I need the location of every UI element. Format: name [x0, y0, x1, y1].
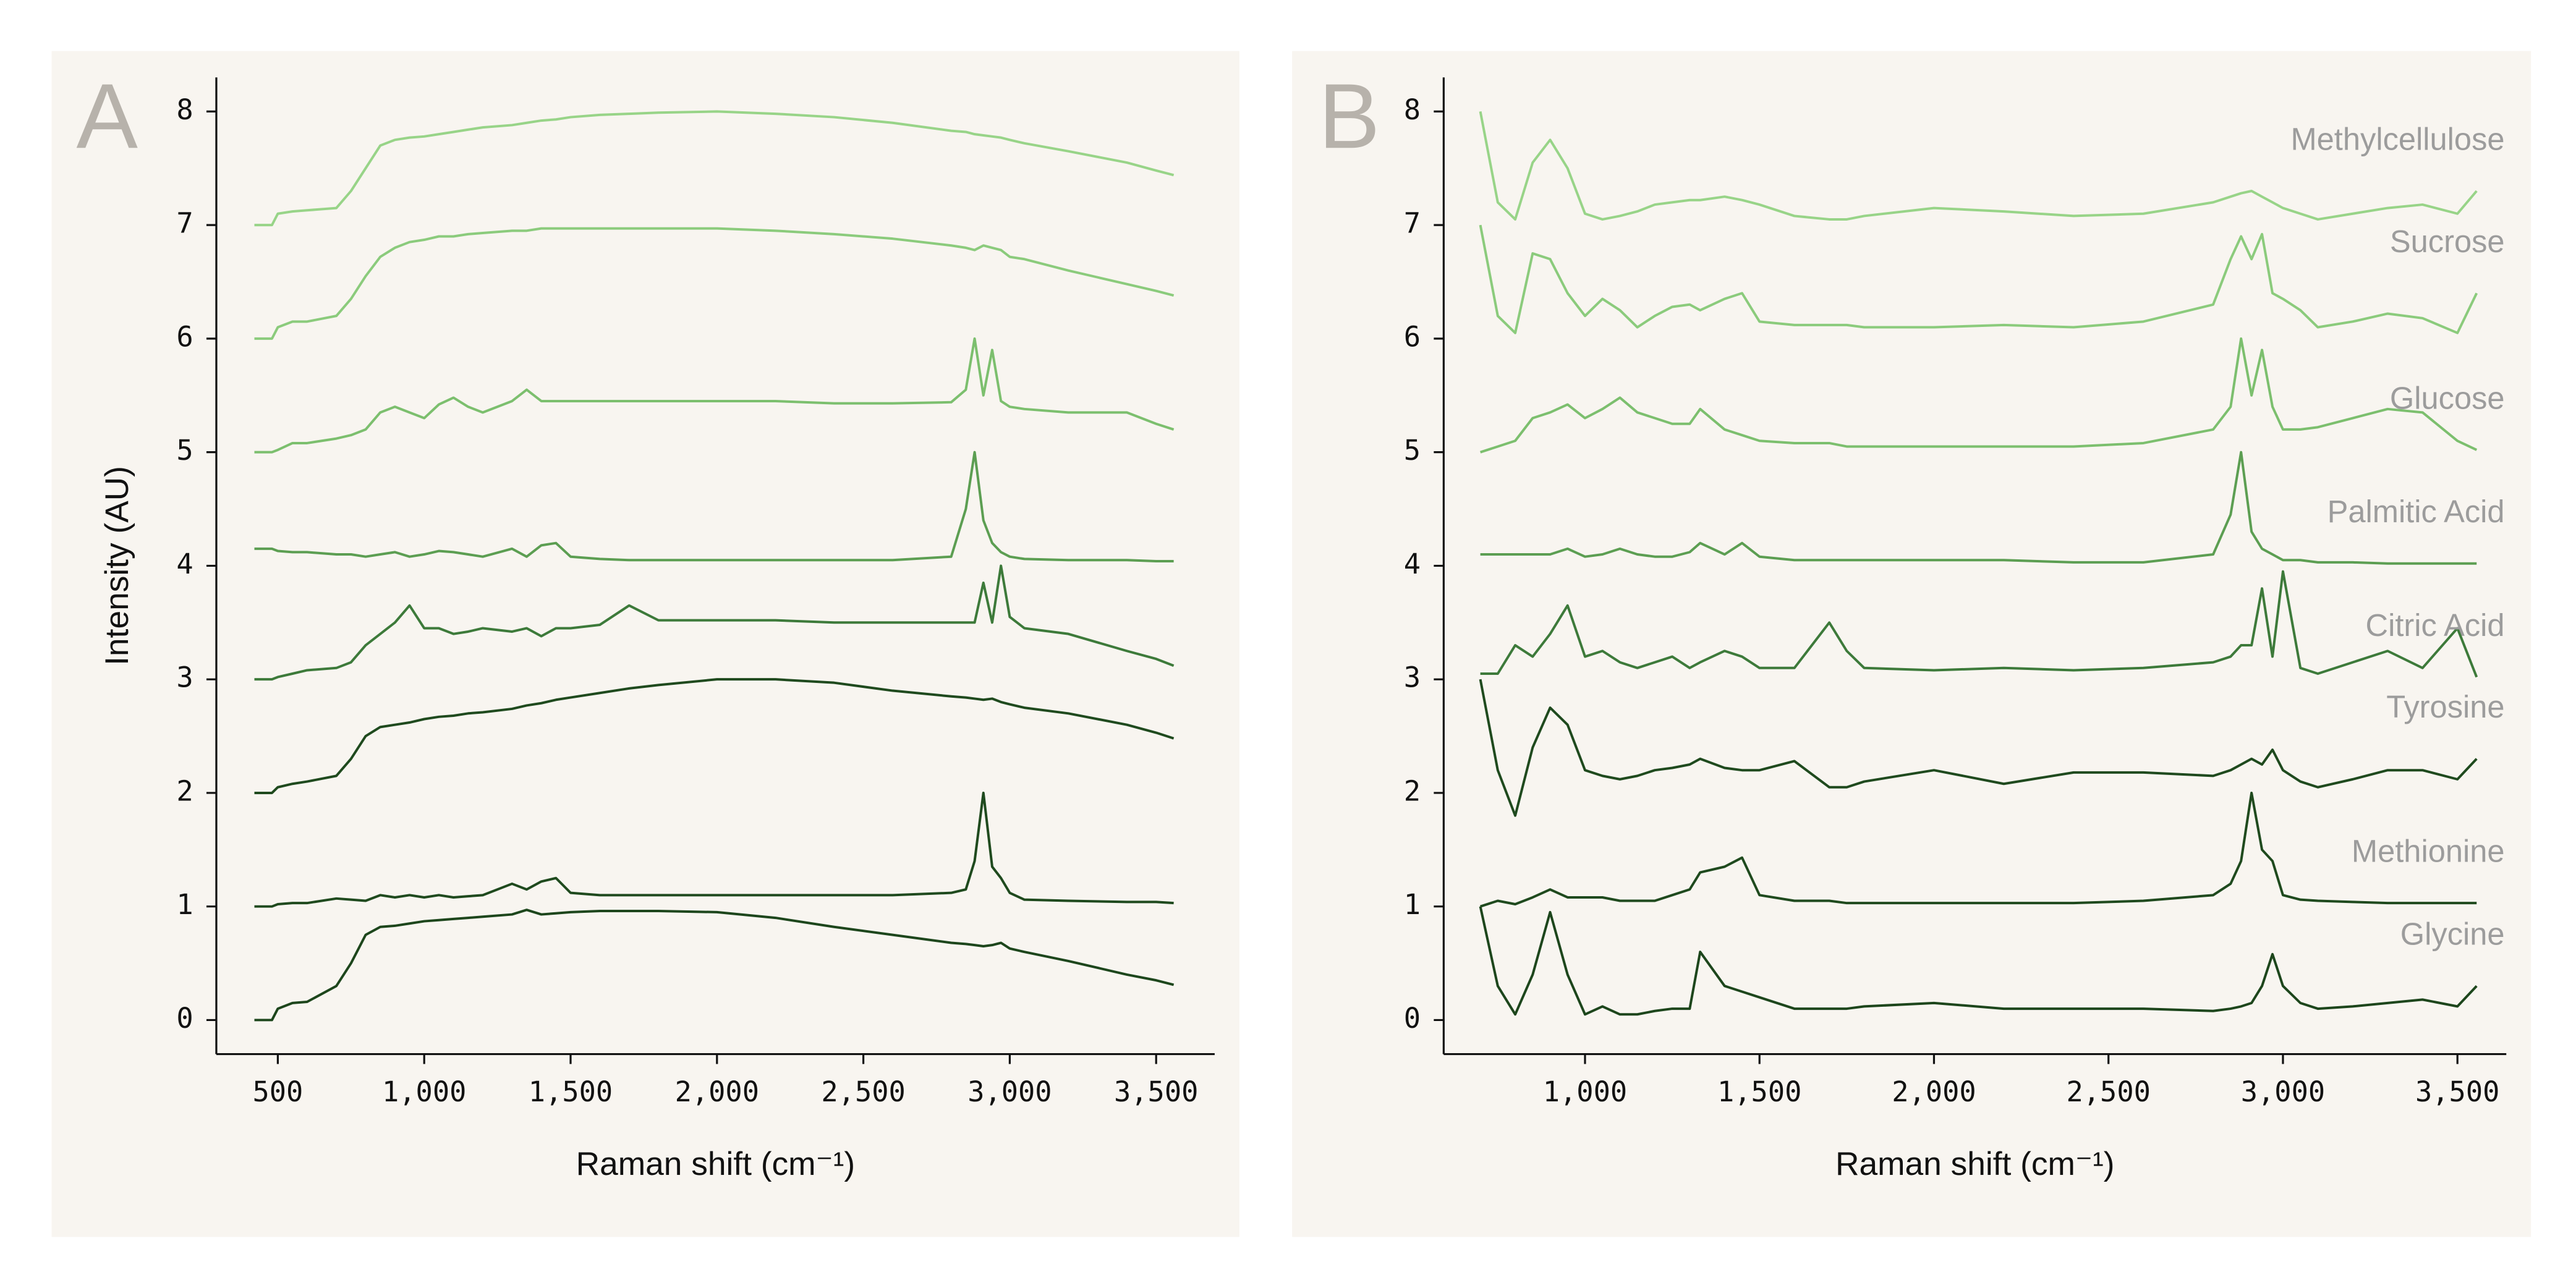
x-tick-label: 2,000	[1892, 1075, 1976, 1108]
spectrum-line	[1479, 679, 2478, 817]
x-tick-label: 3,000	[967, 1075, 1052, 1108]
series-label: Palmitic Acid	[2327, 494, 2505, 529]
y-tick-label: 5	[176, 434, 193, 467]
spectrum-line	[254, 451, 1174, 563]
spectrum-line	[1480, 570, 2478, 678]
y-tick-label: 4	[1404, 548, 1421, 580]
x-axis-label: Raman shift (cm⁻¹)	[576, 1146, 855, 1182]
x-tick-label: 2,000	[675, 1075, 759, 1108]
y-tick-label: 7	[176, 207, 193, 240]
x-axis-label: Raman shift (cm⁻¹)	[1835, 1146, 2114, 1182]
y-tick-label: 8	[1404, 93, 1421, 126]
panel-background	[51, 51, 1239, 1237]
series-label: Glucose	[2390, 380, 2505, 415]
series-label: Tyrosine	[2386, 689, 2504, 724]
series-label: Citric Acid	[2366, 608, 2505, 643]
x-tick-label: 1,000	[382, 1075, 466, 1108]
x-tick-label: 3,500	[1114, 1075, 1198, 1108]
y-tick-label: 4	[176, 548, 193, 580]
series-label: Sucrose	[2390, 224, 2505, 259]
spectrum-line	[1479, 111, 2478, 221]
y-tick-label: 1	[176, 888, 193, 921]
x-tick-label: 500	[252, 1075, 303, 1108]
y-tick-label: 0	[1404, 1002, 1421, 1035]
spectrum-line	[254, 909, 1175, 1022]
y-tick-label: 3	[1404, 661, 1421, 694]
x-tick-label: 2,500	[2067, 1075, 2151, 1108]
spectrum-line	[1480, 451, 2477, 565]
y-tick-label: 2	[1404, 774, 1421, 807]
y-tick-label: 6	[1404, 320, 1421, 353]
spectrum-line	[1479, 791, 2477, 908]
x-tick-label: 1,500	[1717, 1075, 1801, 1108]
spectrum-line	[254, 678, 1175, 794]
y-tick-label: 5	[1404, 434, 1421, 467]
series-label: Glycine	[2400, 917, 2505, 952]
panel-label: B	[1319, 64, 1380, 167]
spectrum-line	[1479, 224, 2478, 334]
y-tick-label: 3	[176, 661, 193, 694]
panel-background	[1292, 51, 2531, 1237]
y-tick-label: 0	[176, 1002, 193, 1035]
x-tick-label: 2,500	[821, 1075, 905, 1108]
spectrum-line	[254, 227, 1175, 340]
x-tick-label: 3,000	[2241, 1075, 2325, 1108]
x-tick-label: 3,500	[2415, 1075, 2499, 1108]
y-tick-label: 7	[1404, 207, 1421, 240]
series-label: Methylcellulose	[2290, 121, 2504, 156]
x-tick-label: 1,500	[529, 1075, 613, 1108]
x-tick-label: 1,000	[1543, 1075, 1627, 1108]
y-tick-label: 1	[1404, 888, 1421, 921]
y-tick-label: 2	[176, 774, 193, 807]
series-label: Methionine	[2352, 834, 2505, 869]
y-tick-label: 8	[176, 93, 193, 126]
y-tick-label: 6	[176, 320, 193, 353]
spectrum-line	[254, 791, 1174, 908]
y-axis-label: Intensity (AU)	[99, 466, 135, 666]
spectrum-line	[254, 110, 1175, 227]
spectrum-line	[254, 564, 1175, 681]
spectrum-line	[1479, 337, 2478, 454]
spectrum-line	[1479, 906, 2478, 1016]
spectrum-line	[254, 337, 1175, 454]
panel-label: A	[76, 64, 138, 167]
